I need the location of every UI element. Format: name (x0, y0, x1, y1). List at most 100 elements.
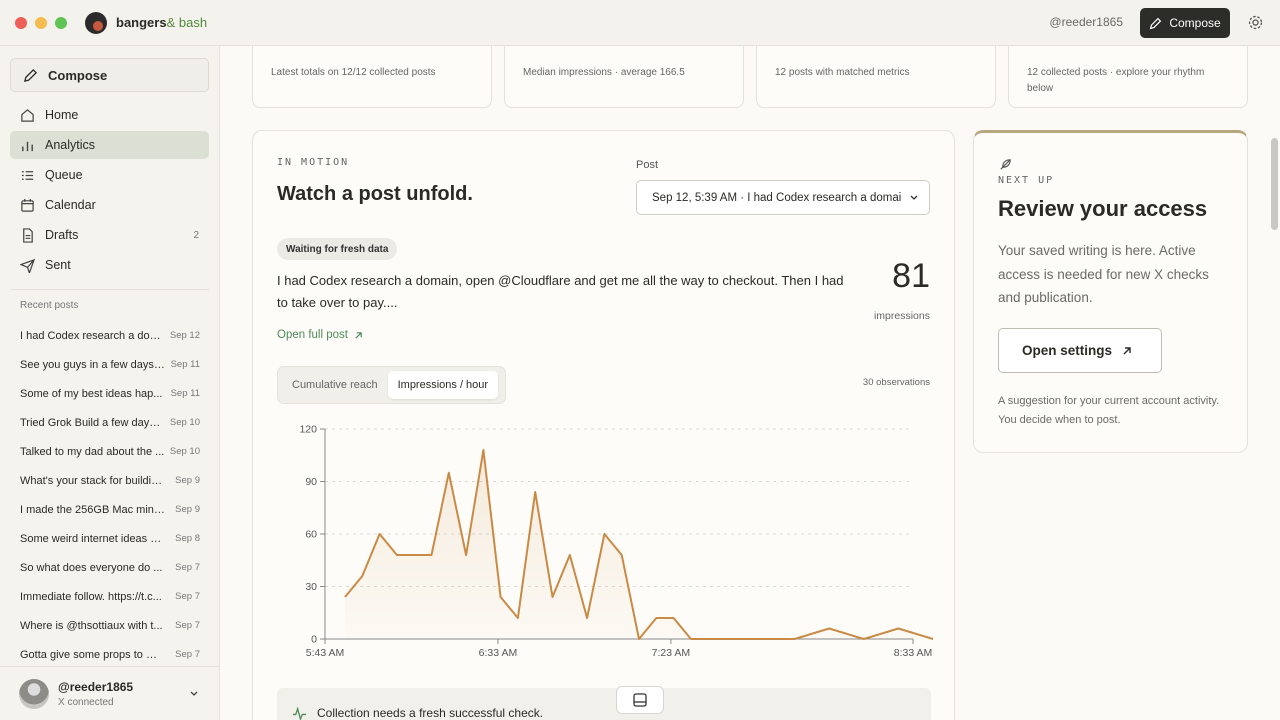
recent-post-item[interactable]: I made the 256GB Mac mini ... Sep 9 (20, 495, 200, 524)
recent-post-date: Sep 11 (170, 359, 200, 370)
list-icon (21, 170, 34, 180)
sidebar-item-sent[interactable]: Sent (10, 251, 209, 279)
recent-post-date: Sep 12 (169, 330, 200, 341)
pencil-icon (23, 68, 38, 82)
sidebar-item-analytics[interactable]: Analytics (10, 131, 209, 159)
recent-post-date: Sep 7 (175, 620, 200, 631)
chevron-down-icon (190, 691, 198, 696)
recent-post-item[interactable]: Talked to my dad about the ... Sep 10 (20, 437, 200, 466)
close-window-button[interactable] (15, 16, 27, 29)
series-line (344, 449, 934, 640)
recent-post-date: Sep 8 (175, 533, 200, 544)
stat-card-totals: Latest totals on 12/12 collected posts (252, 46, 492, 108)
recent-posts-list: I had Codex research a dom... Sep 12 See y… (20, 321, 200, 669)
sidebar-item-home[interactable]: Home (10, 101, 209, 129)
recent-post-item[interactable]: See you guys in a few days. ... Sep 11 (20, 350, 200, 379)
app-logo (85, 11, 107, 34)
x-tick-label: 6:33 AM (479, 647, 518, 659)
recent-post-item[interactable]: What's your stack for buildin... Sep 9 (20, 466, 200, 495)
recent-post-date: Sep 9 (175, 475, 200, 486)
drafts-count-badge: 2 (193, 229, 199, 241)
gear-icon[interactable] (1247, 14, 1264, 31)
recent-post-date: Sep 9 (175, 504, 200, 515)
sidebar-compose-button[interactable]: Compose (10, 58, 209, 92)
observations-count: 30 observations (862, 377, 930, 388)
next-up-body: Your saved writing is here. Active acces… (998, 243, 1209, 305)
recent-post-date: Sep 10 (169, 417, 200, 428)
impressions-label: impressions (873, 310, 930, 322)
home-icon (21, 108, 34, 122)
post-select[interactable]: Sep 12, 5:39 AM · I had Codex research a… (636, 180, 930, 215)
y-tick-label: 120 (299, 424, 317, 436)
bar-chart-icon (22, 141, 33, 151)
next-up-card: NEXT UP Review your access Your saved wr… (973, 130, 1248, 453)
recent-post-item[interactable]: So what does everyone do ... Sep 7 (20, 553, 200, 582)
recent-post-date: Sep 7 (175, 649, 200, 660)
recent-post-date: Sep 11 (170, 388, 200, 399)
open-settings-button[interactable]: Open settings (998, 328, 1162, 373)
chevron-down-icon (910, 195, 918, 200)
recent-post-item[interactable]: Tried Grok Build a few days ... Sep 10 (20, 408, 200, 437)
calendar-icon (21, 198, 34, 212)
impressions-count: 81 (892, 257, 930, 295)
x-tick-label: 8:33 AM (894, 647, 933, 659)
account-switcher[interactable]: @reeder1865 X connected (0, 666, 219, 720)
avatar (19, 678, 49, 709)
recent-post-item[interactable]: Some of my best ideas hap... Sep 11 (20, 379, 200, 408)
activity-icon (292, 706, 307, 720)
in-motion-card: IN MOTION Watch a post unfold. Post Sep … (252, 130, 955, 720)
y-tick-label: 0 (311, 634, 317, 646)
recent-post-text: Immediate follow. https://t.c... (20, 590, 162, 603)
status-badge: Waiting for fresh data (277, 238, 398, 260)
in-motion-eyebrow: IN MOTION (277, 157, 350, 168)
pencil-icon (1150, 17, 1162, 29)
recent-post-item[interactable]: Immediate follow. https://t.c... Sep 7 (20, 582, 200, 611)
recent-post-text: What's your stack for buildin... (20, 474, 165, 487)
y-tick-label: 30 (305, 581, 317, 593)
top-compose-button[interactable]: Compose (1140, 8, 1230, 38)
recent-post-text: I made the 256GB Mac mini ... (20, 503, 165, 516)
scrollbar[interactable] (1268, 46, 1280, 720)
recent-post-text: Tried Grok Build a few days ... (20, 416, 165, 429)
open-full-post-link[interactable]: Open full post (277, 329, 363, 341)
main-content: Latest totals on 12/12 collected posts M… (220, 46, 1280, 720)
next-up-title: Review your access (998, 196, 1208, 221)
recent-post-item[interactable]: I had Codex research a dom... Sep 12 (20, 321, 200, 350)
brand-name: bangers& bash (116, 15, 208, 30)
arrow-up-right-icon (1123, 346, 1131, 354)
collection-notice: Collection needs a fresh successful chec… (277, 688, 931, 720)
post-select-label: Post (636, 159, 659, 171)
sidebar-item-drafts[interactable]: Drafts 2 (10, 221, 209, 249)
minimize-window-button[interactable] (35, 16, 47, 29)
toggle-panel-button[interactable] (616, 686, 664, 714)
recent-post-item[interactable]: Where is @thsottiaux with t... Sep 7 (20, 611, 200, 640)
recent-post-item[interactable]: Gotta give some props to @... Sep 7 (20, 640, 200, 669)
stat-card-matched: 12 posts with matched metrics (756, 46, 996, 108)
recent-posts-heading: Recent posts (20, 300, 79, 311)
title-bar: bangers& bash @reeder1865 Compose (0, 0, 1280, 46)
send-icon (20, 258, 35, 273)
recent-post-text: Gotta give some props to @... (20, 648, 165, 661)
stat-card-median: Median impressions · average 166.5 (504, 46, 744, 108)
recent-post-date: Sep 7 (175, 591, 200, 602)
next-up-eyebrow: NEXT UP (998, 175, 1055, 186)
recent-post-text: Talked to my dad about the ... (20, 445, 165, 458)
chart-mode-toggle: Cumulative reach Impressions / hour (277, 366, 506, 404)
recent-post-text: Where is @thsottiaux with t... (20, 619, 163, 632)
sidebar-item-queue[interactable]: Queue (10, 161, 209, 189)
x-tick-label: 5:43 AM (306, 647, 345, 659)
recent-post-item[interactable]: Some weird internet ideas ar... Sep 8 (20, 524, 200, 553)
panel-icon (633, 693, 647, 707)
x-tick-label: 7:23 AM (652, 647, 691, 659)
recent-post-text: See you guys in a few days. ... (20, 358, 165, 371)
impressions-chart: 0 30 60 90 120 5:43 AM 6:33 AM 7:23 AM 8:33 AM (299, 424, 934, 659)
feather-icon (1000, 159, 1011, 170)
tab-cumulative-reach[interactable]: Cumulative reach (292, 379, 378, 391)
tab-impressions-per-hour[interactable]: Impressions / hour (387, 371, 499, 399)
post-text: I had Codex research a domain, open @Clo… (277, 273, 844, 310)
maximize-window-button[interactable] (55, 16, 67, 29)
scroll-thumb[interactable] (1271, 138, 1278, 230)
recent-post-date: Sep 7 (175, 562, 200, 573)
sidebar-item-calendar[interactable]: Calendar (10, 191, 209, 219)
account-name: @reeder1865 (58, 679, 134, 694)
